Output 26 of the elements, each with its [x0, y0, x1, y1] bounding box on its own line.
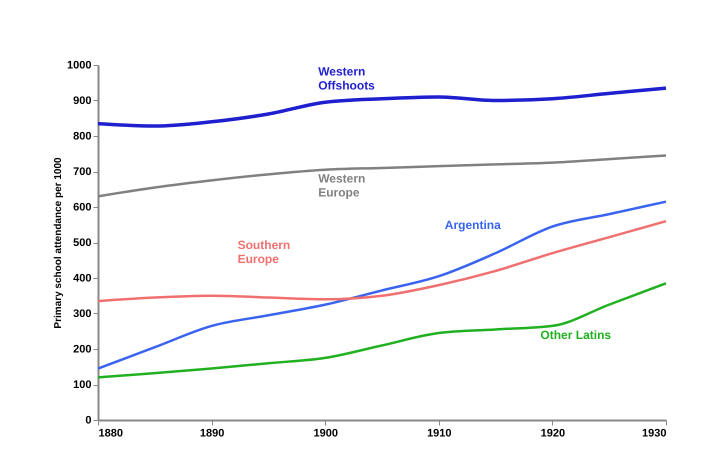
y-axis-title: Primary school attendance per 1000 [53, 156, 64, 329]
y-tick-label: 100 [73, 379, 92, 391]
x-tick-label: 1880 [98, 428, 123, 440]
y-tick-label: 900 [73, 95, 92, 107]
x-tick-label: 1930 [642, 428, 666, 440]
series-label: Western Offshoots [318, 64, 376, 92]
text: Southern Europe [238, 238, 290, 266]
y-tick-label: 600 [73, 202, 92, 214]
y-tick-label: 500 [73, 237, 92, 249]
y-tick-label: 300 [73, 308, 92, 320]
line-series [96, 200, 668, 370]
x-tick-label: 1900 [313, 428, 338, 440]
x-tick-label: 1920 [540, 428, 566, 440]
line-series [96, 282, 668, 379]
y-tick-label: 200 [73, 344, 92, 356]
y-tick-label: 800 [73, 130, 92, 142]
series-label: Western Europe [318, 172, 366, 200]
series-label: Argentina [444, 218, 502, 232]
y-tick-label: 0 [85, 414, 92, 426]
x-tick-label: 1910 [427, 428, 452, 440]
y-tick-label: 1000 [67, 60, 92, 72]
line-series [96, 220, 668, 302]
series-label: Other Latins [540, 328, 612, 342]
y-tick-label: 400 [73, 272, 92, 284]
x-tick-label: 1890 [200, 428, 224, 440]
y-tick-label: 700 [73, 166, 92, 178]
